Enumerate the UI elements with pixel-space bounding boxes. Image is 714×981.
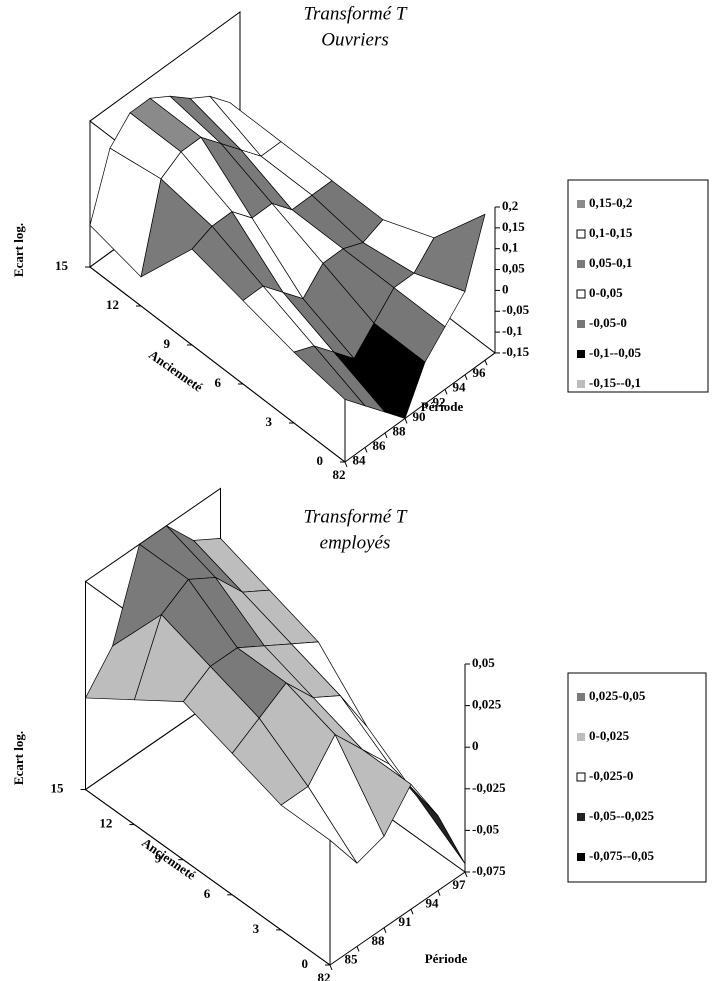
z-tick-label: -0,15 bbox=[502, 344, 530, 359]
legend-label: -0,05--0,025 bbox=[589, 808, 654, 823]
x-tick-label: 96 bbox=[473, 365, 487, 380]
x-tick bbox=[444, 389, 448, 395]
y-tick-label: 6 bbox=[204, 886, 211, 901]
x-tick bbox=[384, 432, 388, 439]
legend-label: -0,075--0,05 bbox=[589, 848, 654, 863]
x-tick bbox=[464, 871, 468, 878]
x-tick-label: 82 bbox=[318, 970, 331, 981]
legend-swatch bbox=[577, 260, 585, 268]
y-axis-title: Ancienneté bbox=[139, 835, 199, 883]
legend-label: -0,05-0 bbox=[589, 315, 627, 330]
z-tick-label: -0,025 bbox=[472, 780, 506, 795]
x-tick bbox=[484, 360, 488, 366]
x-tick bbox=[356, 946, 360, 952]
legend-label: 0,1-0,15 bbox=[589, 225, 633, 240]
z-tick-label: 0 bbox=[472, 738, 479, 753]
x-tick bbox=[404, 418, 408, 424]
x-tick bbox=[344, 461, 348, 468]
z-tick-label: 0 bbox=[502, 281, 509, 296]
legend-swatch bbox=[577, 380, 585, 388]
y-tick-label: 9 bbox=[155, 851, 162, 866]
x-tick-label: 91 bbox=[399, 914, 412, 929]
legend-label: 0-0,025 bbox=[589, 728, 630, 743]
legend-swatch bbox=[577, 320, 585, 328]
surface-cell bbox=[280, 786, 358, 864]
x-tick-label: 85 bbox=[345, 951, 359, 966]
z-tick-label: -0,05 bbox=[472, 821, 500, 836]
x-tick bbox=[383, 927, 387, 933]
x-tick-label: 90 bbox=[413, 409, 426, 424]
y-tick-label: 15 bbox=[55, 258, 69, 273]
y-tick-label: 9 bbox=[164, 336, 171, 351]
x-tick-label: 92 bbox=[433, 394, 446, 409]
x-axis-title: Période bbox=[425, 951, 468, 966]
legend-swatch bbox=[577, 200, 585, 208]
y-tick-label: 6 bbox=[215, 375, 222, 390]
y-tick-label: 15 bbox=[51, 780, 65, 795]
legend-swatch bbox=[577, 733, 585, 741]
legend-label: 0,05-0,1 bbox=[589, 255, 632, 270]
x-tick-label: 84 bbox=[353, 452, 367, 467]
z-tick-label: 0,15 bbox=[502, 219, 525, 234]
legend-label: 0,025-0,05 bbox=[589, 688, 646, 703]
legend-swatch bbox=[576, 772, 586, 782]
y-tick-label: 0 bbox=[302, 956, 309, 971]
z-axis-title: Ecart log. bbox=[11, 731, 26, 785]
legend-swatch bbox=[577, 853, 585, 861]
legend-box bbox=[567, 179, 709, 393]
x-tick-label: 94 bbox=[453, 380, 467, 395]
x-tick bbox=[329, 964, 333, 971]
z-tick-label: 0,05 bbox=[502, 261, 525, 276]
y-tick-label: 3 bbox=[253, 921, 260, 936]
legend-label: -0,025-0 bbox=[589, 768, 633, 783]
legend-label: 0-0,05 bbox=[589, 285, 623, 300]
x-tick-label: 82 bbox=[333, 467, 346, 482]
legend-swatch bbox=[577, 693, 585, 701]
chart-subtitle: Ouvriers bbox=[321, 29, 389, 50]
x-tick-label: 97 bbox=[453, 877, 467, 892]
legend-swatch bbox=[576, 289, 586, 299]
legend-box bbox=[567, 672, 707, 883]
z-tick-label: -0,075 bbox=[472, 863, 506, 878]
z-axis-title: Ecart log. bbox=[11, 223, 26, 277]
legend-swatch bbox=[576, 229, 586, 239]
chart-title: Transformé T bbox=[304, 3, 408, 24]
z-tick-label: 0,025 bbox=[472, 697, 502, 712]
x-tick bbox=[364, 447, 368, 453]
x-tick-label: 86 bbox=[373, 438, 387, 453]
x-tick bbox=[424, 403, 428, 410]
y-tick-label: 12 bbox=[99, 816, 112, 831]
z-tick-label: -0,1 bbox=[502, 323, 523, 338]
y-tick-label: 3 bbox=[266, 414, 273, 429]
legend-swatch bbox=[577, 350, 585, 358]
x-tick bbox=[410, 909, 414, 915]
y-axis-title: Ancienneté bbox=[146, 347, 206, 395]
surface-cell bbox=[293, 345, 367, 407]
chart-title: Transformé T bbox=[304, 506, 408, 527]
legend-label: 0,15-0,2 bbox=[589, 195, 632, 210]
x-tick-label: 88 bbox=[372, 933, 386, 948]
z-tick-label: 0,1 bbox=[502, 240, 518, 255]
z-tick-label: -0,05 bbox=[502, 302, 530, 317]
legend-label: -0,15--0,1 bbox=[589, 375, 641, 390]
x-tick bbox=[464, 374, 468, 380]
chart-subtitle: employés bbox=[320, 532, 391, 553]
x-axis-title: Période bbox=[421, 399, 464, 414]
y-tick-label: 0 bbox=[317, 453, 324, 468]
legend-label: -0,1--0,05 bbox=[589, 345, 641, 360]
z-tick-label: 0,05 bbox=[472, 655, 495, 670]
legend-swatch bbox=[577, 813, 585, 821]
x-tick-label: 88 bbox=[393, 423, 407, 438]
x-tick bbox=[437, 890, 441, 896]
y-tick-label: 12 bbox=[106, 297, 119, 312]
z-tick-label: 0,2 bbox=[502, 198, 518, 213]
x-tick-label: 94 bbox=[426, 896, 440, 911]
